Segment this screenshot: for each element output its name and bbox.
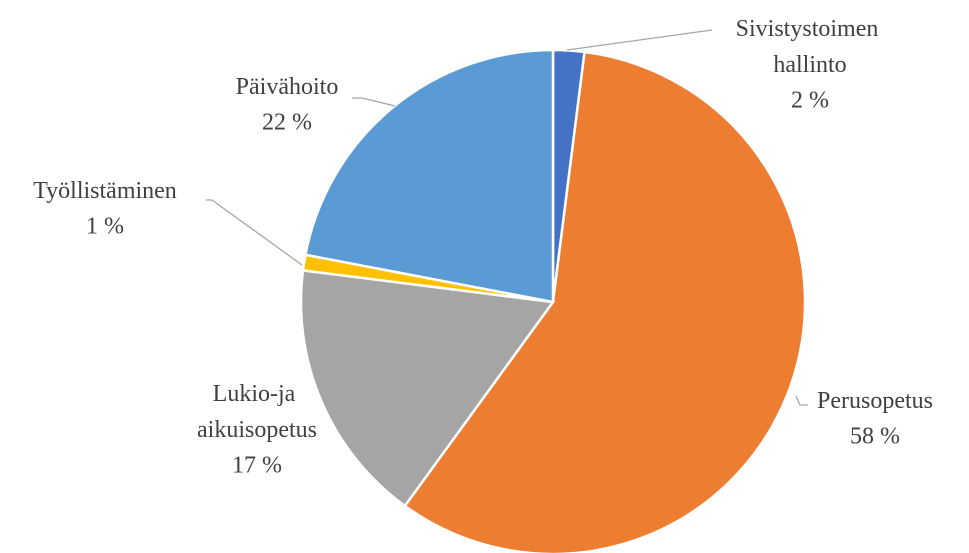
value-label: 2 % xyxy=(791,88,829,114)
leader-line xyxy=(352,97,396,107)
category-label: Perusopetus xyxy=(817,388,933,414)
category-label-line: Työllistäminen xyxy=(33,178,177,204)
category-label-line: aikuisopetus xyxy=(197,417,317,443)
category-label-line: Sivistystoimen xyxy=(736,16,885,42)
category-label: Lukio-ja aikuisopetus xyxy=(197,381,317,443)
leader-line xyxy=(566,29,713,51)
category-label: Työllistäminen xyxy=(33,178,177,204)
value-label: 1 % xyxy=(86,214,124,240)
value-label: 17 % xyxy=(232,453,282,479)
category-label: Sivistystoimen hallinto xyxy=(736,16,885,78)
value-label: 58 % xyxy=(850,424,900,450)
category-label-line: hallinto xyxy=(773,52,846,78)
pie-slice xyxy=(304,48,555,304)
leader-line xyxy=(795,395,808,406)
leader-line xyxy=(206,199,303,266)
category-label-line: Päivähoito xyxy=(236,74,339,100)
category-label-line: Lukio-ja xyxy=(213,381,302,407)
category-label-line: Perusopetus xyxy=(817,388,933,414)
pie-slice xyxy=(299,269,556,508)
category-label: Päivähoito xyxy=(236,74,339,100)
value-label: 22 % xyxy=(262,110,312,136)
